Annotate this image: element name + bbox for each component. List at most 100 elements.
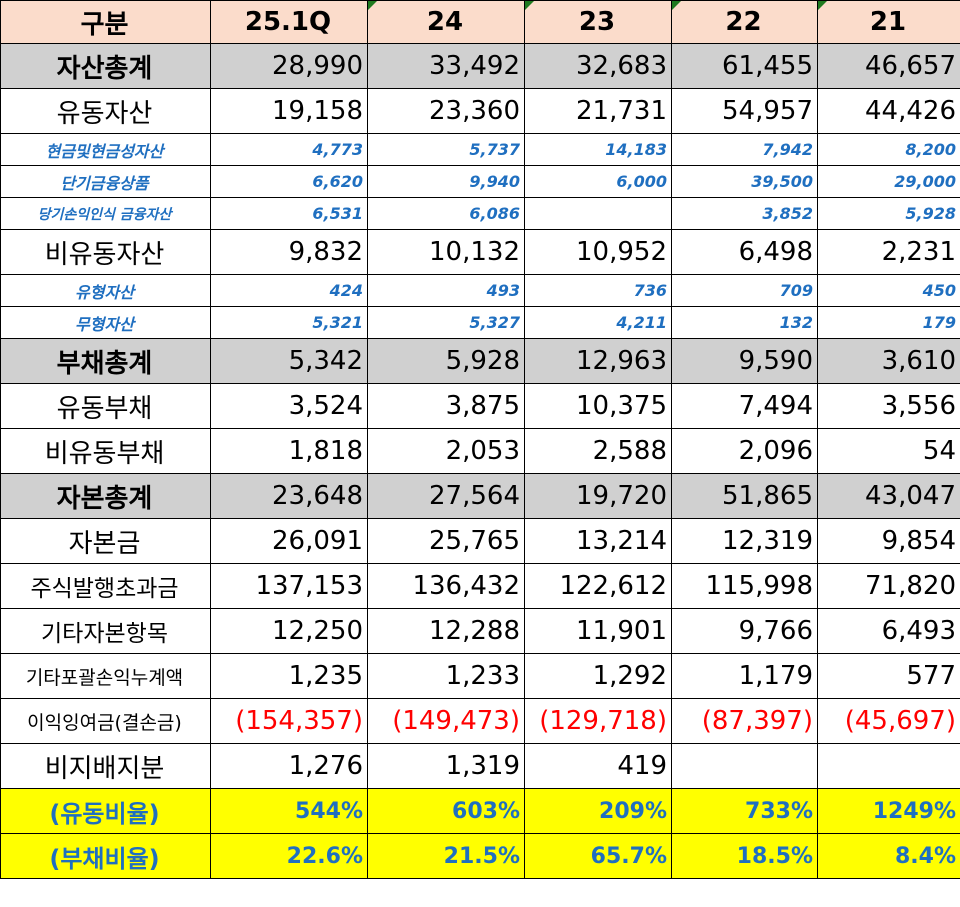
cell-value: 10,375 [524,383,672,429]
cell-value: 3,556 [817,383,960,429]
cell-value: (149,473) [367,698,525,744]
cell-value: 1249% [817,788,960,834]
cell-value: 9,940 [367,165,525,198]
cell-value: 450 [817,274,960,307]
cell-value: 51,865 [671,473,818,519]
cell-value: 28,990 [210,43,368,89]
table-row: 비유동부채 1,818 2,053 2,588 2,096 54 [0,428,960,474]
cell-value: 7,942 [671,133,818,166]
cell-value: 3,852 [671,197,818,230]
cell-value: 5,928 [817,197,960,230]
cell-value: 2,053 [367,428,525,474]
cell-value: 5,321 [210,306,368,339]
row-label: 유형자산 [0,274,211,307]
table-row: (부채비율) 22.6% 21.5% 65.7% 18.5% 8.4% [0,833,960,879]
cell-value: 4,773 [210,133,368,166]
cell-value: 25,765 [367,518,525,564]
cell-value: 1,233 [367,653,525,699]
row-label: 현금및현금성자산 [0,133,211,166]
row-label: 비유동부채 [0,428,211,474]
cell-value: 9,832 [210,229,368,275]
balance-sheet-table: 구분 25.1Q 24 23 22 21 자산총계 28,990 33,492 … [0,0,960,879]
cell-value: 21.5% [367,833,525,879]
cell-value: 10,952 [524,229,672,275]
cell-value: 544% [210,788,368,834]
cell-value: 2,096 [671,428,818,474]
row-label: 이익잉여금(결손금) [0,698,211,744]
cell-value: 18.5% [671,833,818,879]
cell-value: 8,200 [817,133,960,166]
cell-value: 12,319 [671,518,818,564]
cell-value: 22.6% [210,833,368,879]
cell-value: 9,854 [817,518,960,564]
cell-value: 6,498 [671,229,818,275]
table-row: 기타자본항목 12,250 12,288 11,901 9,766 6,493 [0,608,960,654]
cell-value: 61,455 [671,43,818,89]
cell-value: 9,766 [671,608,818,654]
cell-value: 9,590 [671,338,818,384]
cell-value: 209% [524,788,672,834]
table-row: 비유동자산 9,832 10,132 10,952 6,498 2,231 [0,229,960,275]
cell-value: 29,000 [817,165,960,198]
row-label: 자본금 [0,518,211,564]
cell-value: 493 [367,274,525,307]
cell-value [671,743,818,789]
cell-value: 23,360 [367,88,525,134]
cell-value: (154,357) [210,698,368,744]
cell-value: 32,683 [524,43,672,89]
row-label: 단기금융상품 [0,165,211,198]
cell-value: 419 [524,743,672,789]
cell-value: 5,737 [367,133,525,166]
cell-value: 43,047 [817,473,960,519]
row-label: 부채총계 [0,338,211,384]
cell-value: 39,500 [671,165,818,198]
header-period: 23 [524,0,672,44]
cell-value: 1,235 [210,653,368,699]
table-row: 비지배지분 1,276 1,319 419 [0,743,960,789]
row-label: 기타포괄손익누계액 [0,653,211,699]
table-row: 자본금 26,091 25,765 13,214 12,319 9,854 [0,518,960,564]
table-row: 부채총계 5,342 5,928 12,963 9,590 3,610 [0,338,960,384]
cell-value: 6,493 [817,608,960,654]
row-label: 무형자산 [0,306,211,339]
header-label: 구분 [0,0,211,44]
cell-value [817,743,960,789]
cell-value: 6,000 [524,165,672,198]
cell-value: 1,319 [367,743,525,789]
table-row: 당기손익인식 금융자산 6,531 6,086 3,852 5,928 [0,197,960,230]
row-label: 비지배지분 [0,743,211,789]
table-row: (유동비율) 544% 603% 209% 733% 1249% [0,788,960,834]
cell-value: 736 [524,274,672,307]
cell-value: 1,276 [210,743,368,789]
cell-value: 5,928 [367,338,525,384]
cell-value: 71,820 [817,563,960,609]
header-period: 22 [671,0,818,44]
row-label: 유동부채 [0,383,211,429]
cell-value: 179 [817,306,960,339]
row-label: 당기손익인식 금융자산 [0,197,211,230]
row-label: 자산총계 [0,43,211,89]
cell-value: 2,231 [817,229,960,275]
cell-value: 6,531 [210,197,368,230]
cell-value: 44,426 [817,88,960,134]
comment-marker-icon [818,1,827,10]
comment-marker-icon [368,1,377,10]
cell-value: 603% [367,788,525,834]
cell-value: 577 [817,653,960,699]
cell-value: 11,901 [524,608,672,654]
cell-value: 23,648 [210,473,368,519]
row-label: 기타자본항목 [0,608,211,654]
cell-value: 26,091 [210,518,368,564]
cell-value: 12,288 [367,608,525,654]
row-label: (부채비율) [0,833,211,879]
cell-value: 132 [671,306,818,339]
cell-value: 54 [817,428,960,474]
table-row: 이익잉여금(결손금) (154,357) (149,473) (129,718)… [0,698,960,744]
cell-value: 6,620 [210,165,368,198]
cell-value: 12,963 [524,338,672,384]
cell-value: 122,612 [524,563,672,609]
cell-value: 5,342 [210,338,368,384]
table-row: 유형자산 424 493 736 709 450 [0,274,960,307]
cell-value: 5,327 [367,306,525,339]
cell-value: 4,211 [524,306,672,339]
